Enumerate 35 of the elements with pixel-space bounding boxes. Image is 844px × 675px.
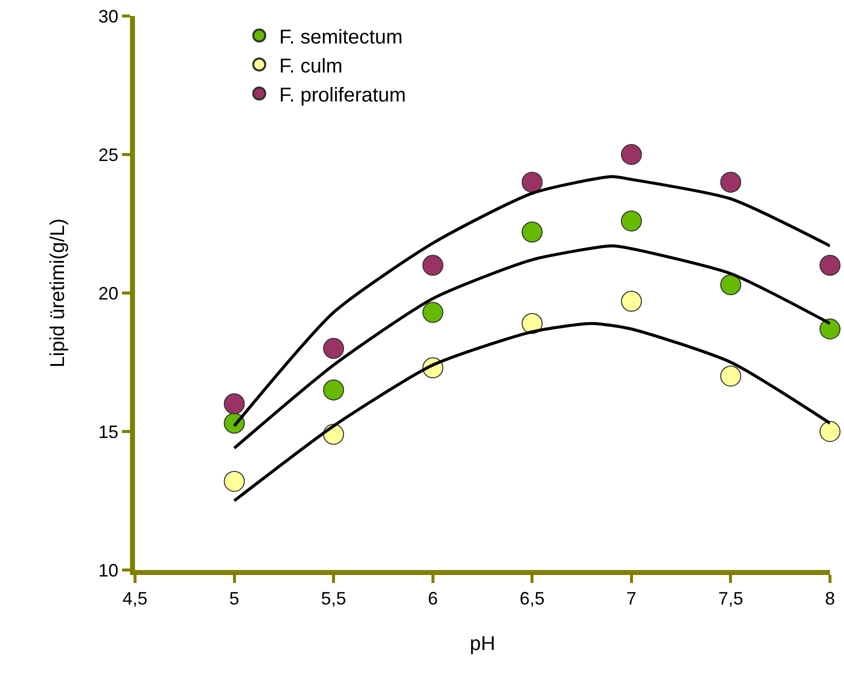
- point: [820, 318, 840, 340]
- point: [620, 210, 642, 232]
- legend-label: F. semitectum: [279, 26, 403, 48]
- y-axis-title: Lipid üretimi(g/L): [46, 218, 69, 368]
- x-tick-label: 6,5: [520, 588, 545, 609]
- x-tick-label: 8: [824, 588, 836, 609]
- x-tick-label: 7,5: [718, 588, 744, 609]
- y-tick-label: 25: [98, 144, 118, 165]
- y-tick-label: 30: [98, 6, 118, 26]
- point: [323, 379, 344, 400]
- point: [522, 222, 543, 243]
- point: [620, 144, 642, 165]
- y-tick-label: 15: [98, 422, 118, 442]
- legend-label: F. culm: [279, 55, 343, 78]
- x-tick-label: 4,5: [122, 588, 148, 609]
- point: [820, 254, 840, 276]
- y-tick-label: 10: [98, 560, 118, 580]
- x-tick-label: 6: [428, 588, 438, 609]
- x-tick-label: 5: [229, 588, 240, 609]
- x-axis-title: pH: [470, 633, 496, 656]
- point: [522, 172, 543, 193]
- x-tick-label: 5,5: [321, 588, 346, 609]
- point: [422, 302, 444, 323]
- legend-label: F. proliferatum: [279, 84, 406, 106]
- point: [323, 338, 344, 359]
- point: [620, 290, 642, 312]
- point: [224, 393, 245, 414]
- y-tick-label: 20: [98, 283, 118, 304]
- point: [720, 274, 742, 296]
- point: [720, 366, 742, 387]
- point: [422, 254, 444, 276]
- point: [224, 470, 245, 492]
- point: [820, 421, 840, 442]
- x-tick-label: 7: [626, 588, 636, 609]
- point: [720, 172, 742, 193]
